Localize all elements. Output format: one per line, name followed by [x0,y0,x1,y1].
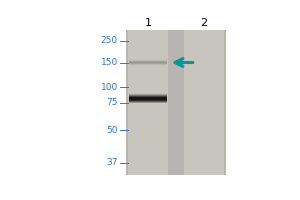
Bar [129,60,167,61]
Bar [129,62,167,63]
Text: 2: 2 [200,18,207,28]
Bar [129,98,167,99]
Bar [129,99,167,100]
Bar [129,63,167,64]
Bar [129,62,167,63]
Bar [129,102,167,103]
Text: 250: 250 [100,36,118,45]
Text: 100: 100 [100,83,118,92]
Bar [129,102,167,103]
Bar [128,30,168,175]
Bar [126,30,226,175]
Bar [129,64,167,65]
Bar [129,101,167,102]
Bar [129,65,167,66]
Text: 37: 37 [106,158,118,167]
Bar [129,59,167,60]
Bar [129,100,167,101]
Bar [129,94,167,95]
Bar [184,30,224,175]
Bar [129,101,167,102]
Bar [129,96,167,97]
Text: 50: 50 [106,126,118,135]
Bar [129,60,167,61]
Bar [129,97,167,98]
Bar [129,61,167,62]
Bar [129,97,167,98]
Bar [129,99,167,100]
Bar [129,61,167,62]
Text: 75: 75 [106,98,118,107]
Bar [129,64,167,65]
Bar [129,95,167,96]
Bar [129,96,167,97]
Text: 150: 150 [100,58,118,67]
Bar [129,63,167,64]
Bar [129,95,167,96]
Bar [129,98,167,99]
Bar [129,100,167,101]
Text: 1: 1 [144,18,152,28]
Bar [129,94,167,95]
